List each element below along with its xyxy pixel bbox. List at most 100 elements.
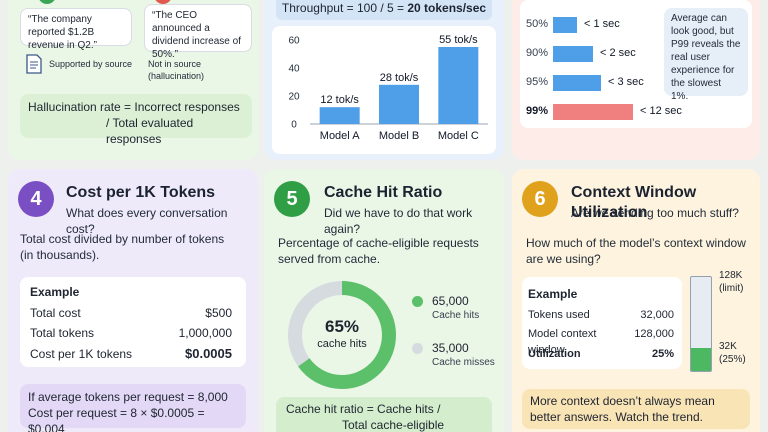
card-description: Percentage of cache-eligible requests se…	[278, 236, 479, 266]
cost-example-panel: Example Total cost $500 Total tokens 1,0…	[20, 277, 246, 367]
donut-hit-segment	[288, 281, 396, 389]
throughput-formula-text: Throughput = 100 / 5 =	[281, 1, 408, 15]
latency-threshold-label: < 2 sec	[600, 47, 636, 59]
context-used-label: 32K (25%)	[719, 340, 746, 366]
throughput-card: Throughput = 100 / 5 = 20 tokens/sec 0 20…	[264, 0, 504, 160]
throughput-formula: Throughput = 100 / 5 = 20 tokens/sec	[276, 0, 492, 20]
card-subtitle: Are we sending too much stuff?	[571, 206, 739, 220]
hallucination-card: “The company reported $1.2B revenue in Q…	[8, 0, 258, 160]
latency-row: 99% < 12 sec	[520, 104, 682, 122]
cache-formula-line-2: Total cache-eligible requests	[342, 418, 445, 432]
data-label: 28 tok/s	[380, 72, 419, 84]
legend-misses: 35,000 Cache misses	[432, 340, 495, 370]
percentile-label: 50%	[526, 18, 549, 30]
legend-hits-value: 65,000	[432, 294, 469, 308]
bar	[438, 47, 479, 124]
cost-card: 4 Cost per 1K Tokens What does every con…	[8, 169, 258, 432]
example-label: Example	[528, 287, 578, 301]
x-tick-label: Model B	[379, 130, 419, 142]
document-icon	[26, 54, 42, 74]
legend-misses-value: 35,000	[432, 341, 469, 355]
card-subtitle: Did we have to do that work again?	[324, 206, 473, 236]
latency-row: 50% < 1 sec	[520, 17, 664, 35]
legend-hits: 65,000 Cache hits	[432, 293, 479, 323]
label-supported: Supported by source	[49, 59, 133, 69]
context-row: Tokens used 32,000	[528, 307, 674, 323]
cost-row-value: $0.0005	[185, 346, 232, 361]
latency-note: Average can look good, but P99 reveals t…	[664, 8, 748, 102]
quote-supported-text: “The company reported $1.2B revenue in Q…	[28, 14, 97, 51]
step-number-badge: 5	[274, 181, 310, 217]
throughput-chart-panel: 0 20 40 60 12 tok/s Model A 28 tok/s Model B 55 …	[272, 26, 496, 154]
cost-row-label: Total tokens	[30, 326, 95, 340]
step-number-badge: 6	[522, 181, 558, 217]
card-title: Cost per 1K Tokens	[66, 184, 216, 201]
context-note: More context doesn’t always mean better …	[522, 389, 750, 429]
context-limit-label: 128K (limit)	[719, 269, 743, 295]
donut-center: 65% cache hits	[284, 317, 400, 351]
calc-line-1: If average tokens per request = 8,000	[28, 390, 228, 404]
x-tick-label: Model C	[438, 130, 479, 142]
y-tick-label: 0	[291, 120, 297, 131]
example-label: Example	[30, 285, 80, 299]
percentile-label: 95%	[526, 76, 549, 88]
cost-calc-panel: If average tokens per request = 8,000 Co…	[20, 384, 246, 432]
donut-center-value: 65%	[324, 317, 360, 336]
y-tick-label: 20	[288, 92, 300, 103]
latency-row: 90% < 2 sec	[520, 46, 664, 64]
x-tick-label: Model A	[320, 130, 360, 142]
cost-row: Cost per 1K tokens $0.0005	[30, 346, 232, 362]
context-row-value: 32,000	[640, 309, 674, 321]
green-circle-fragment	[38, 0, 56, 4]
latency-threshold-label: < 12 sec	[640, 105, 682, 117]
cost-row-value: $500	[205, 306, 232, 320]
label-not-supported: Not in source (hallucination)	[148, 59, 205, 81]
cache-donut-chart	[288, 281, 396, 389]
latency-threshold-label: < 1 sec	[584, 18, 620, 30]
donut-center-label: cache hits	[317, 338, 367, 350]
legend-hits-label: Cache hits	[432, 310, 480, 321]
latency-row: 95% < 3 sec	[520, 75, 664, 93]
cost-row-label: Cost per 1K tokens	[30, 347, 133, 361]
latency-note-text: Average can look good, but P99 reveals t…	[671, 13, 741, 102]
data-label: 55 tok/s	[439, 34, 478, 46]
cost-row-label: Total cost	[30, 306, 81, 320]
context-row-value: 25%	[651, 348, 674, 360]
step-number-badge: 4	[18, 181, 54, 217]
context-note-text: More context doesn’t always mean better …	[530, 394, 715, 424]
latency-card: 50% < 1 sec 90% < 2 sec 95% < 3 sec 99% < 12 se…	[512, 0, 760, 160]
calc-line-2: Cost per request = 8 × $0.0005 = $0.004	[28, 406, 205, 432]
card-title: Context Window Utilization	[571, 184, 697, 221]
latency-panel: 50% < 1 sec 90% < 2 sec 95% < 3 sec 99% < 12 se…	[520, 0, 752, 128]
context-row-label: Utilization	[528, 348, 581, 360]
latency-threshold-label: < 3 sec	[608, 76, 644, 88]
context-window-fill	[691, 347, 711, 371]
context-row: Utilization 25%	[528, 346, 674, 362]
card-description: How much of the model’s context window a…	[526, 236, 746, 266]
latency-bar	[553, 46, 593, 62]
card-title: Cache Hit Ratio	[324, 184, 443, 201]
cost-row-value: 1,000,000	[178, 326, 232, 340]
card-description: Total cost divided by number of tokens (…	[20, 232, 225, 262]
cache-card: 5 Cache Hit Ratio Did we have to do that…	[264, 169, 504, 432]
red-circle-fragment	[154, 0, 172, 4]
quote-not-supported-text: “The CEO announced a dividend increase o…	[152, 10, 241, 60]
context-limit-sublabel: (limit)	[719, 283, 744, 294]
y-tick-label: 60	[288, 36, 300, 47]
cache-formula: Cache hit ratio = Cache hits / Total cac…	[276, 397, 492, 432]
context-row-label: Model context window	[528, 328, 597, 356]
context-window-bar	[690, 276, 712, 372]
latency-bar	[553, 17, 577, 33]
percentile-label: 99%	[526, 105, 549, 117]
context-row-label: Tokens used	[528, 309, 590, 321]
cache-formula-line-1: Cache hit ratio = Cache hits /	[286, 402, 441, 416]
context-row-value: 128,000	[634, 328, 674, 340]
context-row: Model context window 128,000	[528, 326, 674, 358]
throughput-chart: 0 20 40 60 12 tok/s Model A 28 tok/s Model B 55 …	[288, 34, 488, 142]
formula-line-1: Hallucination rate = Incorrect responses	[28, 100, 240, 114]
cost-row: Total cost $500	[30, 305, 232, 321]
latency-bar	[553, 104, 633, 120]
legend-swatch-misses	[412, 343, 423, 354]
formula-line-2: / Total evaluated responses	[106, 116, 194, 146]
legend-misses-label: Cache misses	[432, 357, 495, 368]
